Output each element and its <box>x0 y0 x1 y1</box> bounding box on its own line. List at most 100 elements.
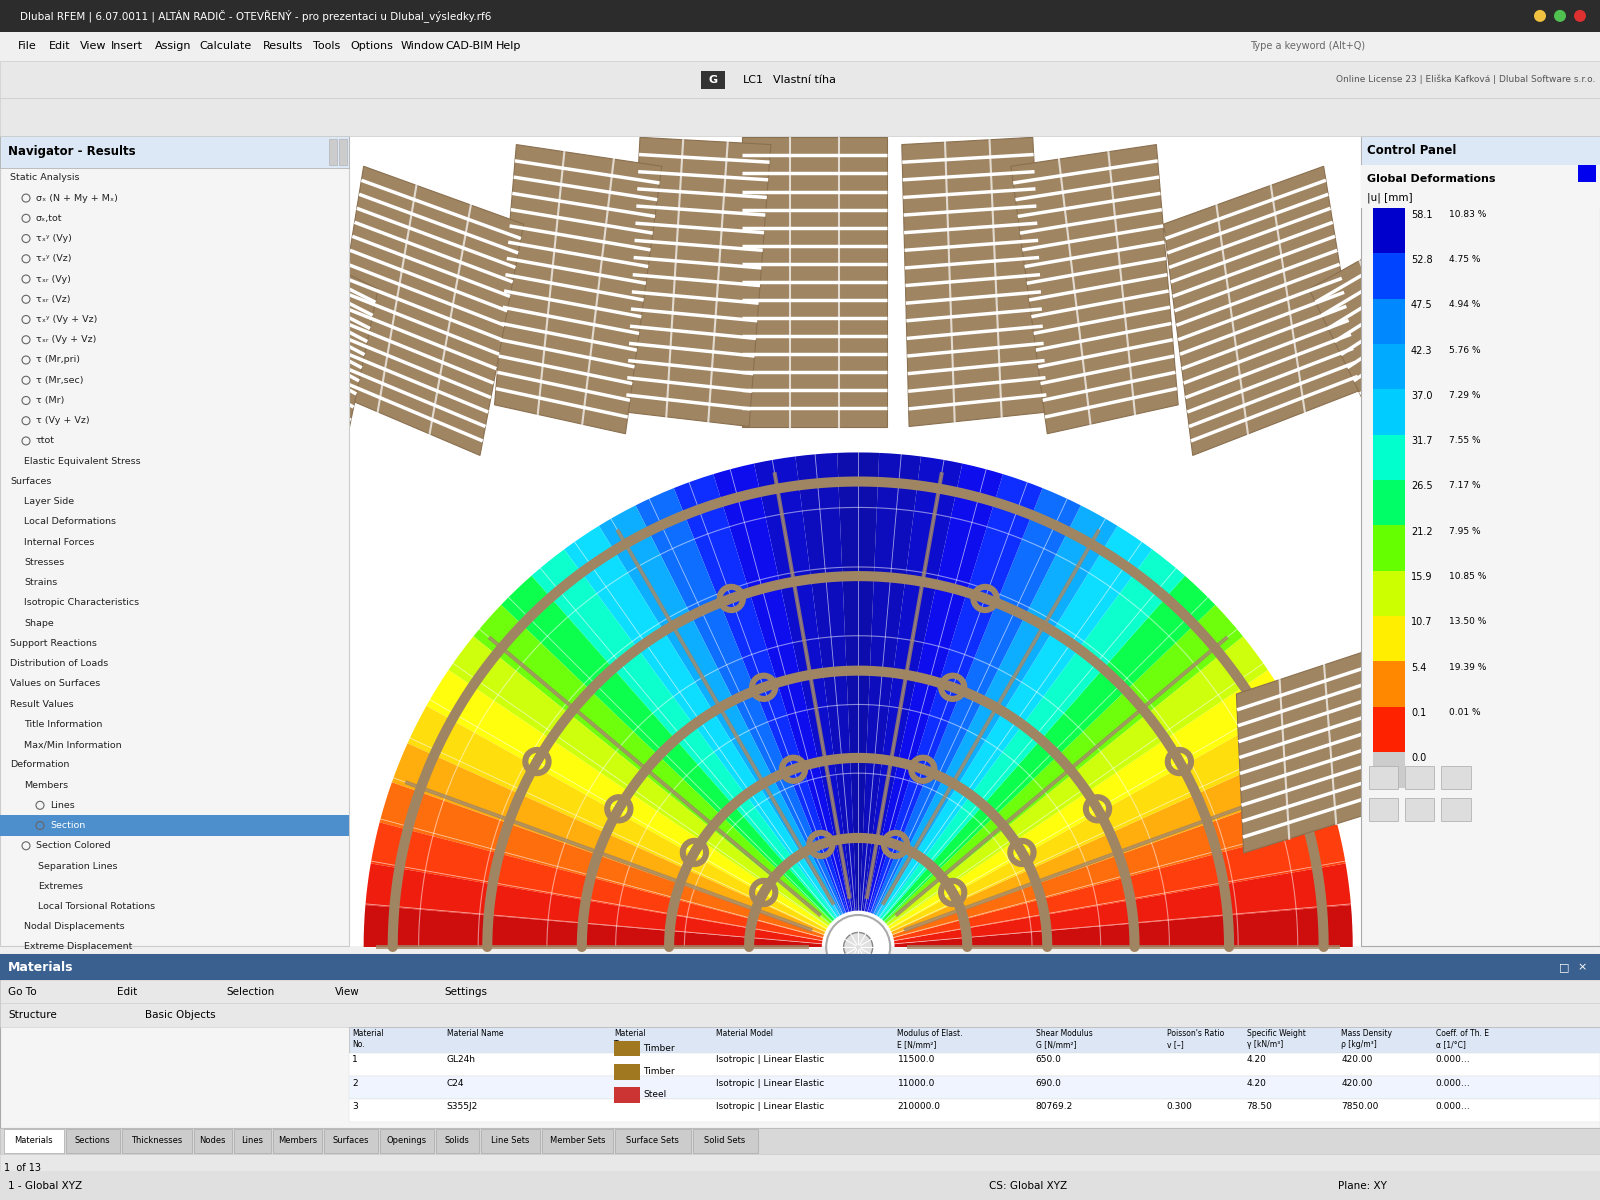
Wedge shape <box>837 452 878 911</box>
Bar <box>1373 208 1405 253</box>
Text: 7.95 %: 7.95 % <box>1448 527 1480 535</box>
Text: Timber: Timber <box>643 1044 675 1052</box>
Text: 210000.0: 210000.0 <box>898 1102 941 1111</box>
Text: Results: Results <box>262 41 302 52</box>
Wedge shape <box>894 905 1352 947</box>
Wedge shape <box>862 456 962 912</box>
Text: Support Reactions: Support Reactions <box>10 638 98 648</box>
Wedge shape <box>891 743 1325 935</box>
Text: Poisson's Ratio
v [–]: Poisson's Ratio v [–] <box>1166 1030 1224 1049</box>
Bar <box>0 954 1600 980</box>
Wedge shape <box>565 526 838 918</box>
Bar <box>1373 344 1405 389</box>
Wedge shape <box>880 550 1186 919</box>
Wedge shape <box>674 474 848 913</box>
Text: File: File <box>18 41 37 52</box>
Wedge shape <box>890 706 1309 932</box>
Text: Steel: Steel <box>643 1090 666 1099</box>
Wedge shape <box>885 605 1243 924</box>
Text: Local Torsional Rotations: Local Torsional Rotations <box>38 902 155 911</box>
Wedge shape <box>365 864 822 944</box>
Text: Static Analysis: Static Analysis <box>10 173 80 182</box>
Bar <box>614 1040 640 1056</box>
Text: 650.0: 650.0 <box>1035 1056 1061 1064</box>
Text: Materials: Materials <box>8 961 74 973</box>
Wedge shape <box>795 452 856 911</box>
Bar <box>480 1129 541 1153</box>
Bar <box>339 139 347 164</box>
Bar <box>0 1153 1600 1183</box>
Text: 4.20: 4.20 <box>1246 1056 1267 1064</box>
Circle shape <box>949 683 957 691</box>
Bar <box>0 816 349 835</box>
Polygon shape <box>1163 167 1360 456</box>
Text: 11000.0: 11000.0 <box>898 1079 934 1087</box>
Text: Solids: Solids <box>445 1136 469 1145</box>
Circle shape <box>614 804 624 814</box>
Text: GL24h: GL24h <box>446 1056 475 1064</box>
Bar <box>614 1087 640 1103</box>
Circle shape <box>843 932 872 961</box>
Text: Assign: Assign <box>155 41 192 52</box>
Bar <box>1373 616 1405 661</box>
Text: Deformation: Deformation <box>10 761 69 769</box>
Text: View: View <box>80 41 107 52</box>
Text: 15.9: 15.9 <box>1411 572 1432 582</box>
Bar <box>349 136 1362 946</box>
Text: 0.000…: 0.000… <box>1435 1056 1470 1064</box>
Text: Elastic Equivalent Stress: Elastic Equivalent Stress <box>24 457 141 466</box>
Text: 78.50: 78.50 <box>1246 1102 1272 1111</box>
Text: 1 - Global XYZ: 1 - Global XYZ <box>8 1181 82 1190</box>
Text: 10.85 %: 10.85 % <box>1448 572 1486 581</box>
Text: Max/Min Information: Max/Min Information <box>24 740 122 749</box>
Text: 1  of 13: 1 of 13 <box>3 1163 42 1174</box>
Text: 10.83 %: 10.83 % <box>1448 210 1486 218</box>
Text: Surface Sets: Surface Sets <box>626 1136 678 1145</box>
Text: Nodal Displacements: Nodal Displacements <box>24 923 125 931</box>
Text: Section Colored: Section Colored <box>35 841 110 851</box>
Bar <box>0 0 1600 32</box>
Text: Values on Surfaces: Values on Surfaces <box>10 679 101 689</box>
Text: Isotropic | Linear Elastic: Isotropic | Linear Elastic <box>715 1079 824 1087</box>
Text: 13.50 %: 13.50 % <box>1448 617 1486 626</box>
Text: Title Information: Title Information <box>24 720 102 728</box>
Bar <box>1362 136 1600 164</box>
Text: Material Model: Material Model <box>715 1030 773 1038</box>
Circle shape <box>918 764 928 774</box>
Bar <box>614 1129 691 1153</box>
Text: ×: × <box>1578 962 1587 972</box>
Text: 690.0: 690.0 <box>1035 1079 1061 1087</box>
Text: 21.2: 21.2 <box>1411 527 1432 536</box>
Text: Materials: Materials <box>14 1136 53 1145</box>
Bar <box>693 1129 757 1153</box>
Text: Surfaces: Surfaces <box>10 476 51 486</box>
Bar <box>3 1129 64 1153</box>
Text: 420.00: 420.00 <box>1341 1056 1373 1064</box>
Bar <box>0 61 1600 98</box>
Text: Online License 23 | Eliška Kafková | Dlubal Software s.r.o.: Online License 23 | Eliška Kafková | Dlu… <box>1336 74 1595 84</box>
Text: Distribution of Loads: Distribution of Loads <box>10 659 109 668</box>
Text: 7.29 %: 7.29 % <box>1448 391 1480 400</box>
Text: Members: Members <box>24 780 69 790</box>
Bar <box>194 1129 232 1153</box>
Text: Section: Section <box>50 821 85 830</box>
Text: 0.300: 0.300 <box>1166 1102 1192 1111</box>
Text: τₓʸ (Vy): τₓʸ (Vy) <box>35 234 72 244</box>
Text: C24: C24 <box>446 1079 464 1087</box>
Circle shape <box>826 914 890 979</box>
Polygon shape <box>328 167 523 456</box>
Text: σₓ (N + My + Mₓ): σₓ (N + My + Mₓ) <box>35 193 118 203</box>
Text: Stresses: Stresses <box>24 558 64 566</box>
Text: 7850.00: 7850.00 <box>1341 1102 1379 1111</box>
Text: 4.75 %: 4.75 % <box>1448 254 1480 264</box>
Text: Tools: Tools <box>314 41 341 52</box>
Text: Insert: Insert <box>110 41 142 52</box>
Text: Surfaces: Surfaces <box>333 1136 368 1145</box>
Text: 10.7: 10.7 <box>1411 617 1432 628</box>
Text: Modulus of Elast.
E [N/mm²]: Modulus of Elast. E [N/mm²] <box>898 1030 963 1049</box>
Polygon shape <box>742 137 888 426</box>
Text: Material
No.: Material No. <box>352 1030 384 1049</box>
Text: τₓᵣ (Vz): τₓᵣ (Vz) <box>35 295 70 304</box>
Wedge shape <box>531 550 837 919</box>
Wedge shape <box>598 505 842 916</box>
